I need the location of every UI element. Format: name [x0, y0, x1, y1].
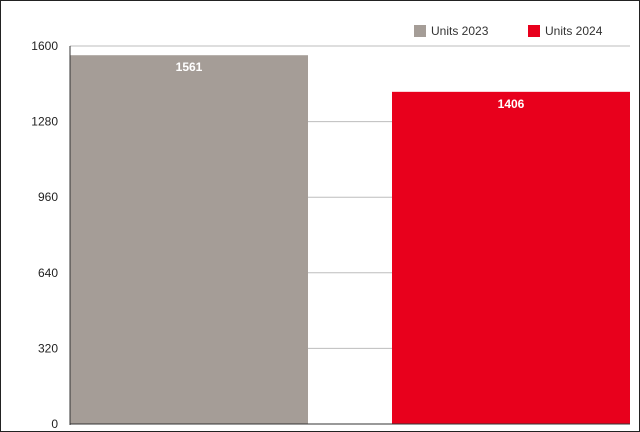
y-tick-label: 0	[51, 417, 58, 431]
legend: Units 2023 Units 2024	[414, 24, 603, 38]
axes	[69, 46, 630, 425]
bars	[70, 55, 630, 425]
y-tick-label: 960	[38, 190, 58, 204]
y-tick-label: 1280	[31, 115, 58, 129]
bar-1	[70, 55, 308, 425]
y-tick-label: 640	[38, 266, 58, 280]
y-tick-label: 320	[38, 341, 58, 355]
y-tick-labels: 0 320 640 960 1280 1600	[31, 39, 58, 431]
y-tick-label: 1600	[31, 39, 58, 53]
bar-value-label: 1561	[176, 60, 203, 74]
bar-value-label: 1406	[498, 97, 525, 111]
legend-swatch	[528, 25, 540, 37]
legend-swatch	[414, 25, 426, 37]
legend-label: Units 2023	[431, 24, 489, 38]
legend-label: Units 2024	[545, 24, 603, 38]
bar-2	[392, 91, 630, 425]
data-labels: 1561 1406	[176, 60, 525, 111]
